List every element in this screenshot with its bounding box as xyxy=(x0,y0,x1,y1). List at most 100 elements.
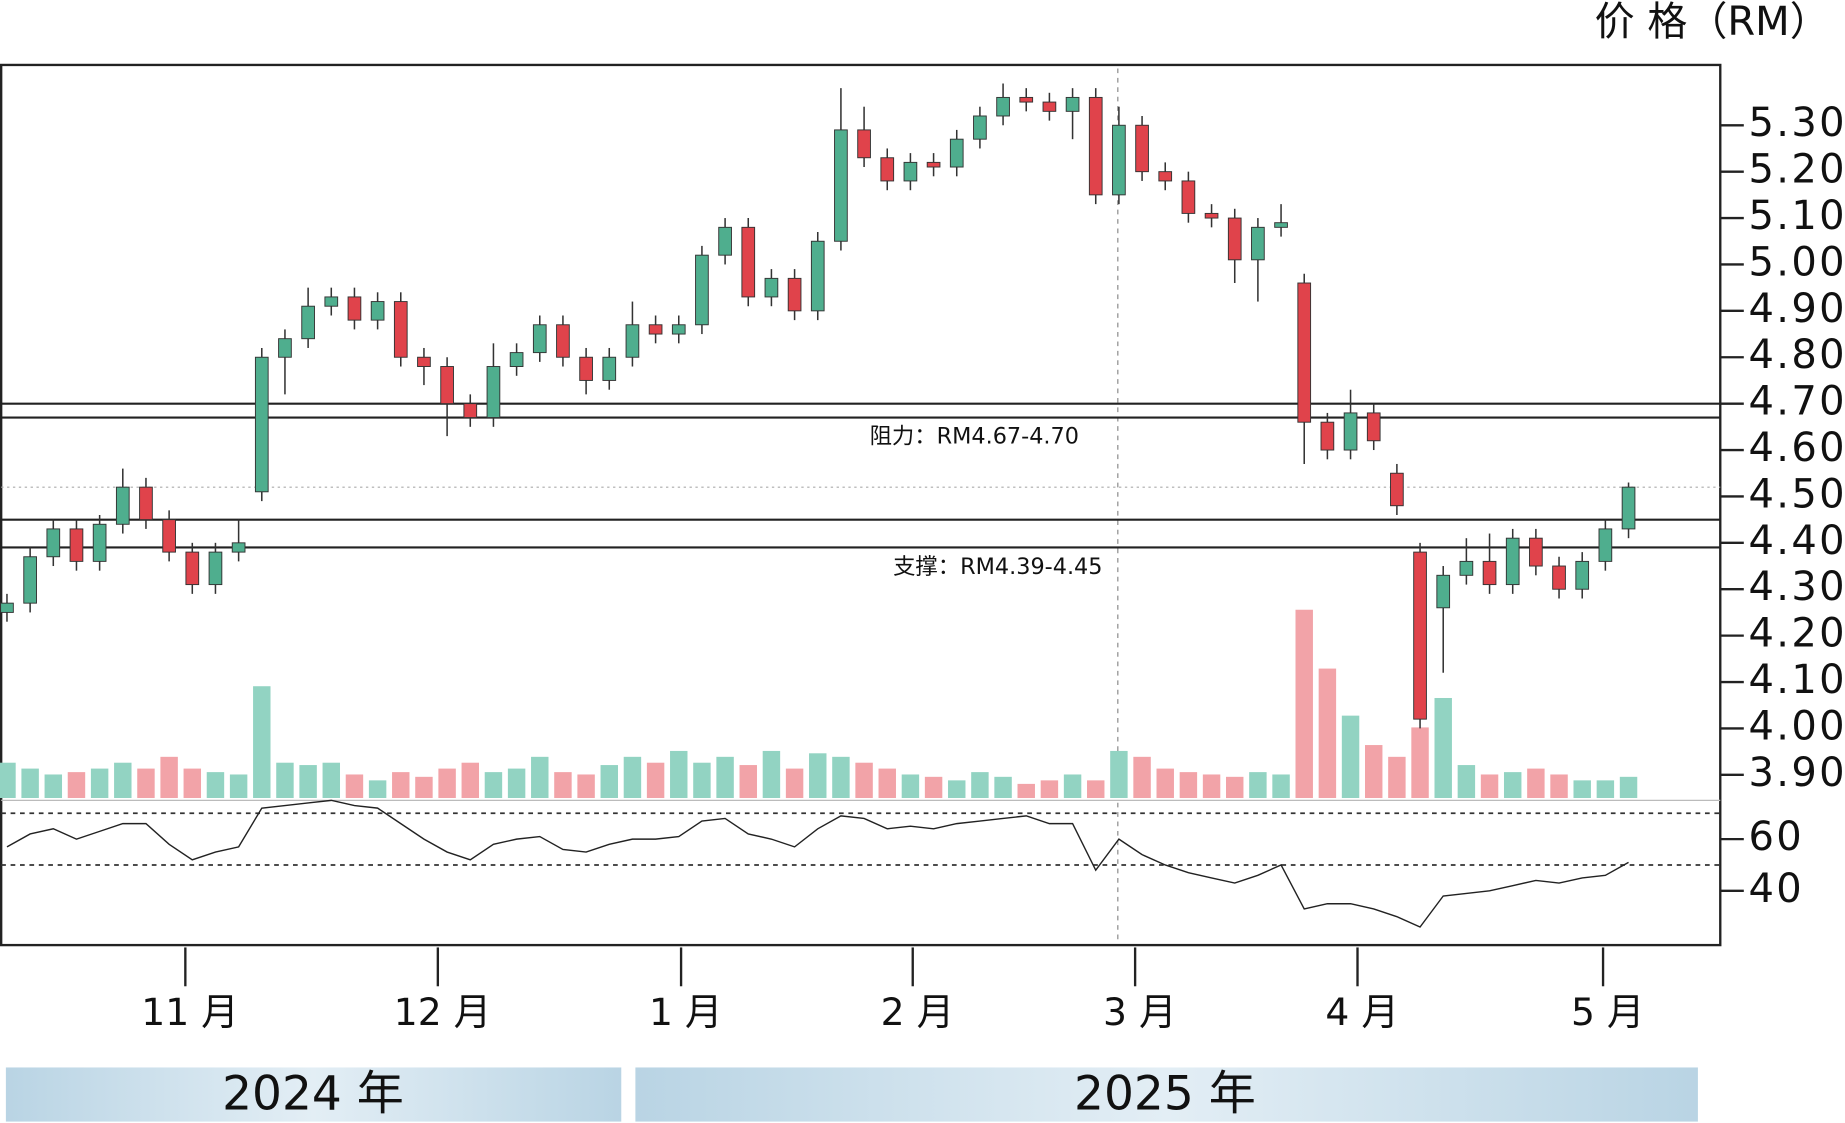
candle-body xyxy=(602,356,617,381)
candle-body xyxy=(996,96,1010,117)
volume-bar xyxy=(670,750,688,799)
volume-bar xyxy=(716,756,734,799)
annotation: 支撑：RM4.39-4.45 xyxy=(893,554,1102,580)
x-tick-label: 5 月 xyxy=(1571,990,1645,1034)
candle-body xyxy=(1019,96,1034,103)
volume-bar xyxy=(438,768,456,799)
candle-body xyxy=(1575,560,1590,590)
x-tick-label: 2 月 xyxy=(881,990,955,1034)
volume-bar xyxy=(554,772,572,799)
candle-body xyxy=(509,352,524,367)
x-tick-label: 12 月 xyxy=(394,990,492,1034)
volume-bar xyxy=(1179,772,1198,799)
candle-body xyxy=(185,551,200,586)
candle-body xyxy=(787,277,802,312)
candle-body xyxy=(579,356,593,381)
year-label: 2025 年 xyxy=(1074,1066,1256,1121)
candle-body xyxy=(115,486,130,525)
y-tick-label: 4.90 xyxy=(1749,286,1845,332)
volume-bar xyxy=(461,762,479,799)
candle-body xyxy=(1505,537,1520,586)
volume-bar xyxy=(1573,780,1591,799)
candle-body xyxy=(764,277,779,298)
volume-bar xyxy=(785,768,804,799)
y-tick-label: 5.30 xyxy=(1749,100,1845,146)
volume-bar xyxy=(1295,609,1313,799)
candle-body xyxy=(1413,551,1427,720)
volume-bar xyxy=(1202,774,1221,799)
volume-bar xyxy=(809,753,827,799)
volume-bar xyxy=(206,772,225,799)
candle-body xyxy=(903,161,918,182)
candle-body xyxy=(208,551,223,586)
candle-body xyxy=(556,324,570,358)
volume-bar xyxy=(183,768,202,799)
y-tick-label: 4.60 xyxy=(1749,425,1845,471)
candle-body xyxy=(46,528,61,558)
candle-body xyxy=(1158,171,1173,182)
candle-body xyxy=(1297,282,1312,423)
year-label: 2024 年 xyxy=(222,1066,404,1121)
candle-body xyxy=(278,338,292,358)
volume-bar xyxy=(1550,774,1568,799)
volume-bar xyxy=(901,774,920,799)
candle-body xyxy=(254,356,269,493)
candle-body xyxy=(463,403,478,419)
volume-bar xyxy=(855,762,873,799)
candle-body xyxy=(1042,101,1057,112)
volume-bar xyxy=(1503,772,1522,799)
volume-bar xyxy=(253,686,271,799)
volume-bar xyxy=(1156,768,1174,799)
candle-body xyxy=(1251,226,1265,261)
volume-bar xyxy=(229,774,248,799)
volume-bar xyxy=(994,776,1012,799)
volume-bar xyxy=(577,774,595,799)
chart-title: 价 格（RM） xyxy=(1595,0,1830,45)
candle-body xyxy=(1390,472,1404,507)
y-tick-label: 4.50 xyxy=(1749,471,1845,517)
volume-bar xyxy=(1411,727,1429,799)
x-tick-label: 4 月 xyxy=(1325,990,1399,1034)
volume-bar xyxy=(44,774,63,799)
candle-body xyxy=(1366,412,1381,442)
candle-body xyxy=(1112,124,1126,196)
volume-bar xyxy=(1388,756,1406,799)
candle-body xyxy=(370,301,385,321)
volume-bar xyxy=(1040,780,1059,799)
volume-bar xyxy=(878,768,896,799)
candle-body xyxy=(1459,560,1474,576)
candle-body xyxy=(949,138,964,168)
candle-body xyxy=(1482,560,1497,586)
candle-body xyxy=(1181,180,1196,214)
y-tick-label: 4.40 xyxy=(1749,518,1845,564)
volume-bar xyxy=(739,765,757,799)
candle-body xyxy=(486,366,501,419)
x-tick-label: 3 月 xyxy=(1103,990,1177,1034)
volume-bar xyxy=(322,762,341,799)
volume-bar xyxy=(762,750,781,799)
volume-bar xyxy=(368,780,387,799)
candle-body xyxy=(324,296,339,307)
volume-bar xyxy=(160,756,178,799)
candle-body xyxy=(1598,528,1613,562)
volume-bar xyxy=(924,776,943,799)
candle-body xyxy=(1343,412,1358,451)
volume-bar xyxy=(1133,756,1151,799)
volume-bar xyxy=(276,762,294,799)
volume-bar xyxy=(1527,768,1545,799)
candle-body xyxy=(926,161,941,168)
rsi-line xyxy=(6,799,1629,928)
volume-bar xyxy=(21,768,39,799)
volume-bar xyxy=(646,762,665,799)
candle-body xyxy=(23,556,37,604)
volume-bar xyxy=(299,765,317,799)
volume-bar xyxy=(600,765,618,799)
volume-bar xyxy=(1272,774,1290,799)
volume-bar xyxy=(623,756,642,799)
volume-bar xyxy=(0,762,16,799)
volume-bar xyxy=(1318,668,1337,799)
y-tick-label: 4.20 xyxy=(1749,611,1845,657)
volume-bar xyxy=(1596,780,1615,799)
candle-body xyxy=(973,115,987,140)
